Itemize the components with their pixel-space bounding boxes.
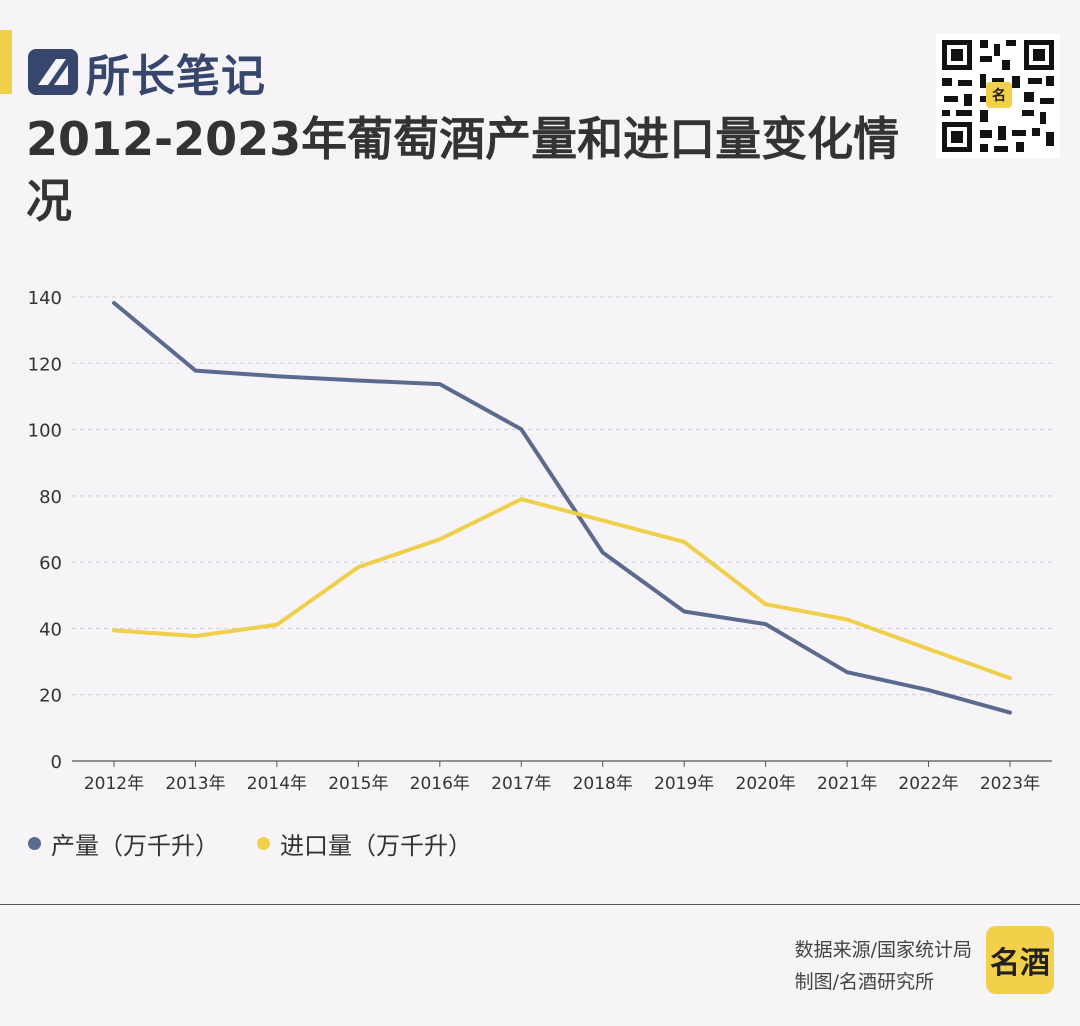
legend-dot-import [257, 837, 270, 850]
x-tick-label: 2019年 [654, 774, 714, 794]
legend-item-import: 进口量（万千升） [257, 826, 472, 861]
y-tick-label: 80 [39, 487, 62, 508]
brand-badge: 名酒 [986, 926, 1054, 994]
x-tick-label: 2020年 [736, 774, 796, 794]
x-tick-label: 2013年 [165, 774, 225, 794]
x-tick-label: 2022年 [898, 774, 958, 794]
x-tick-label: 2023年 [980, 774, 1040, 794]
source-note: 数据来源/国家统计局 制图/名酒研究所 [795, 934, 972, 998]
chart-title: 2012-2023年葡萄酒产量和进口量变化情况 [26, 112, 900, 228]
accent-bar [0, 30, 12, 94]
x-tick-label: 2018年 [573, 774, 633, 794]
svg-text:名: 名 [992, 87, 1006, 104]
series-line-production [112, 300, 1012, 715]
brand-logo-icon [28, 49, 78, 95]
x-tick-label: 2017年 [491, 774, 551, 794]
source-line-credit: 制图/名酒研究所 [794, 971, 934, 993]
x-tick-label: 2016年 [410, 774, 470, 794]
legend-label-import: 进口量（万千升） [280, 832, 472, 860]
footer-divider [0, 904, 1080, 905]
brand-name: 所长笔记 [86, 51, 266, 102]
legend-item-production: 产量（万千升） [28, 826, 219, 861]
legend-label-production: 产量（万千升） [51, 832, 219, 860]
y-tick-label: 40 [39, 619, 62, 640]
source-line-data: 数据来源/国家统计局 [794, 939, 972, 961]
badge-text: 名酒 [990, 946, 1050, 981]
chart-legend: 产量（万千升） 进口量（万千升） [28, 826, 510, 861]
x-tick-label: 2014年 [247, 774, 307, 794]
y-tick-label: 0 [51, 752, 62, 773]
legend-dot-production [28, 837, 41, 850]
x-tick-label: 2015年 [328, 774, 388, 794]
y-tick-label: 140 [28, 288, 62, 309]
brand-header: 所长笔记 [26, 40, 266, 104]
qr-code-icon: 名 [936, 34, 1060, 158]
x-tick-label: 2012年 [84, 774, 144, 794]
x-tick-label: 2021年 [817, 774, 877, 794]
line-chart: 0 20 40 60 80 100 120 140 2012年 2013年 2014年 2015年 20… [28, 288, 1052, 794]
series-line-import [112, 497, 1012, 681]
y-tick-label: 60 [39, 553, 62, 574]
y-tick-label: 20 [39, 686, 62, 707]
y-tick-label: 120 [28, 354, 62, 375]
y-tick-label: 100 [28, 421, 62, 442]
